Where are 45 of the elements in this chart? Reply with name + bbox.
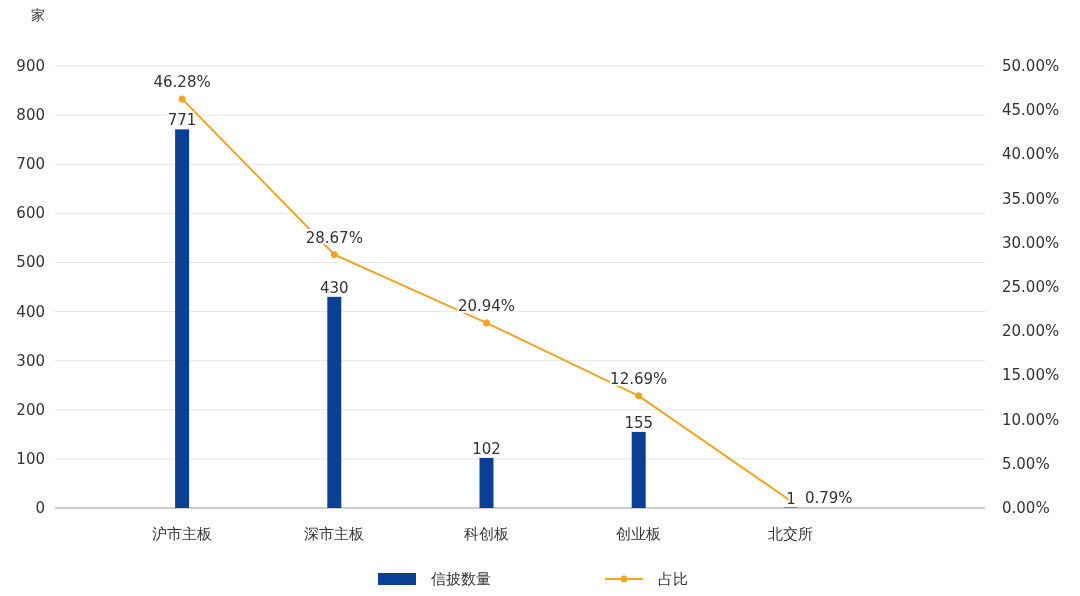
- y-tick-label: 400: [16, 302, 45, 321]
- y2-tick-label: 5.00%: [1002, 454, 1050, 473]
- bar: [175, 129, 190, 508]
- y2-tick-label: 30.00%: [1002, 233, 1060, 252]
- x-tick-label: 科创板: [464, 525, 509, 543]
- data-label: 46.28%: [153, 72, 211, 91]
- y2-tick-label: 10.00%: [1002, 410, 1060, 429]
- data-label: 102: [472, 439, 501, 458]
- y-tick-label: 100: [16, 449, 45, 468]
- y-tick-label: 200: [16, 400, 45, 419]
- y2-tick-label: 0.00%: [1002, 499, 1050, 517]
- point: [330, 251, 338, 259]
- data-label: 12.69%: [610, 369, 668, 388]
- bar: [327, 296, 342, 508]
- legend-label: 信披数量: [431, 570, 491, 588]
- bar: [631, 431, 646, 508]
- point: [483, 319, 490, 327]
- y-tick-label: 500: [16, 253, 45, 272]
- y-tick-label: 800: [16, 106, 45, 125]
- data-label: 430: [319, 278, 349, 297]
- y2-tick-label: 40.00%: [1002, 145, 1060, 164]
- y-axis-title: 家: [31, 7, 45, 23]
- y-tick-label: 300: [16, 351, 45, 370]
- x-tick-label: 沪市主板: [152, 525, 213, 543]
- legend-label: 占比: [658, 570, 688, 588]
- x-tick-label: 北交所: [768, 525, 814, 543]
- data-label: 20.94%: [457, 296, 516, 315]
- data-label: 771: [167, 111, 197, 130]
- y2-tick-label: 50.00%: [1002, 57, 1060, 75]
- y-tick-label: 0: [35, 499, 45, 517]
- x-tick-label: 深市主板: [304, 525, 365, 543]
- y-tick-label: 900: [16, 57, 45, 75]
- y2-tick-label: 20.00%: [1002, 322, 1060, 341]
- y2-tick-label: 35.00%: [1002, 189, 1060, 208]
- y-tick-label: 700: [16, 155, 45, 174]
- bar: [479, 457, 494, 508]
- y2-tick-label: 25.00%: [1002, 278, 1060, 296]
- point: [178, 95, 186, 103]
- y-tick-label: 600: [16, 204, 45, 223]
- y2-tick-label: 15.00%: [1002, 366, 1060, 385]
- data-label: 155: [624, 413, 654, 432]
- x-tick-label: 创业板: [616, 525, 662, 543]
- point: [635, 392, 643, 400]
- y2-tick-label: 45.00%: [1002, 101, 1060, 120]
- data-label: 0.79%: [804, 489, 853, 508]
